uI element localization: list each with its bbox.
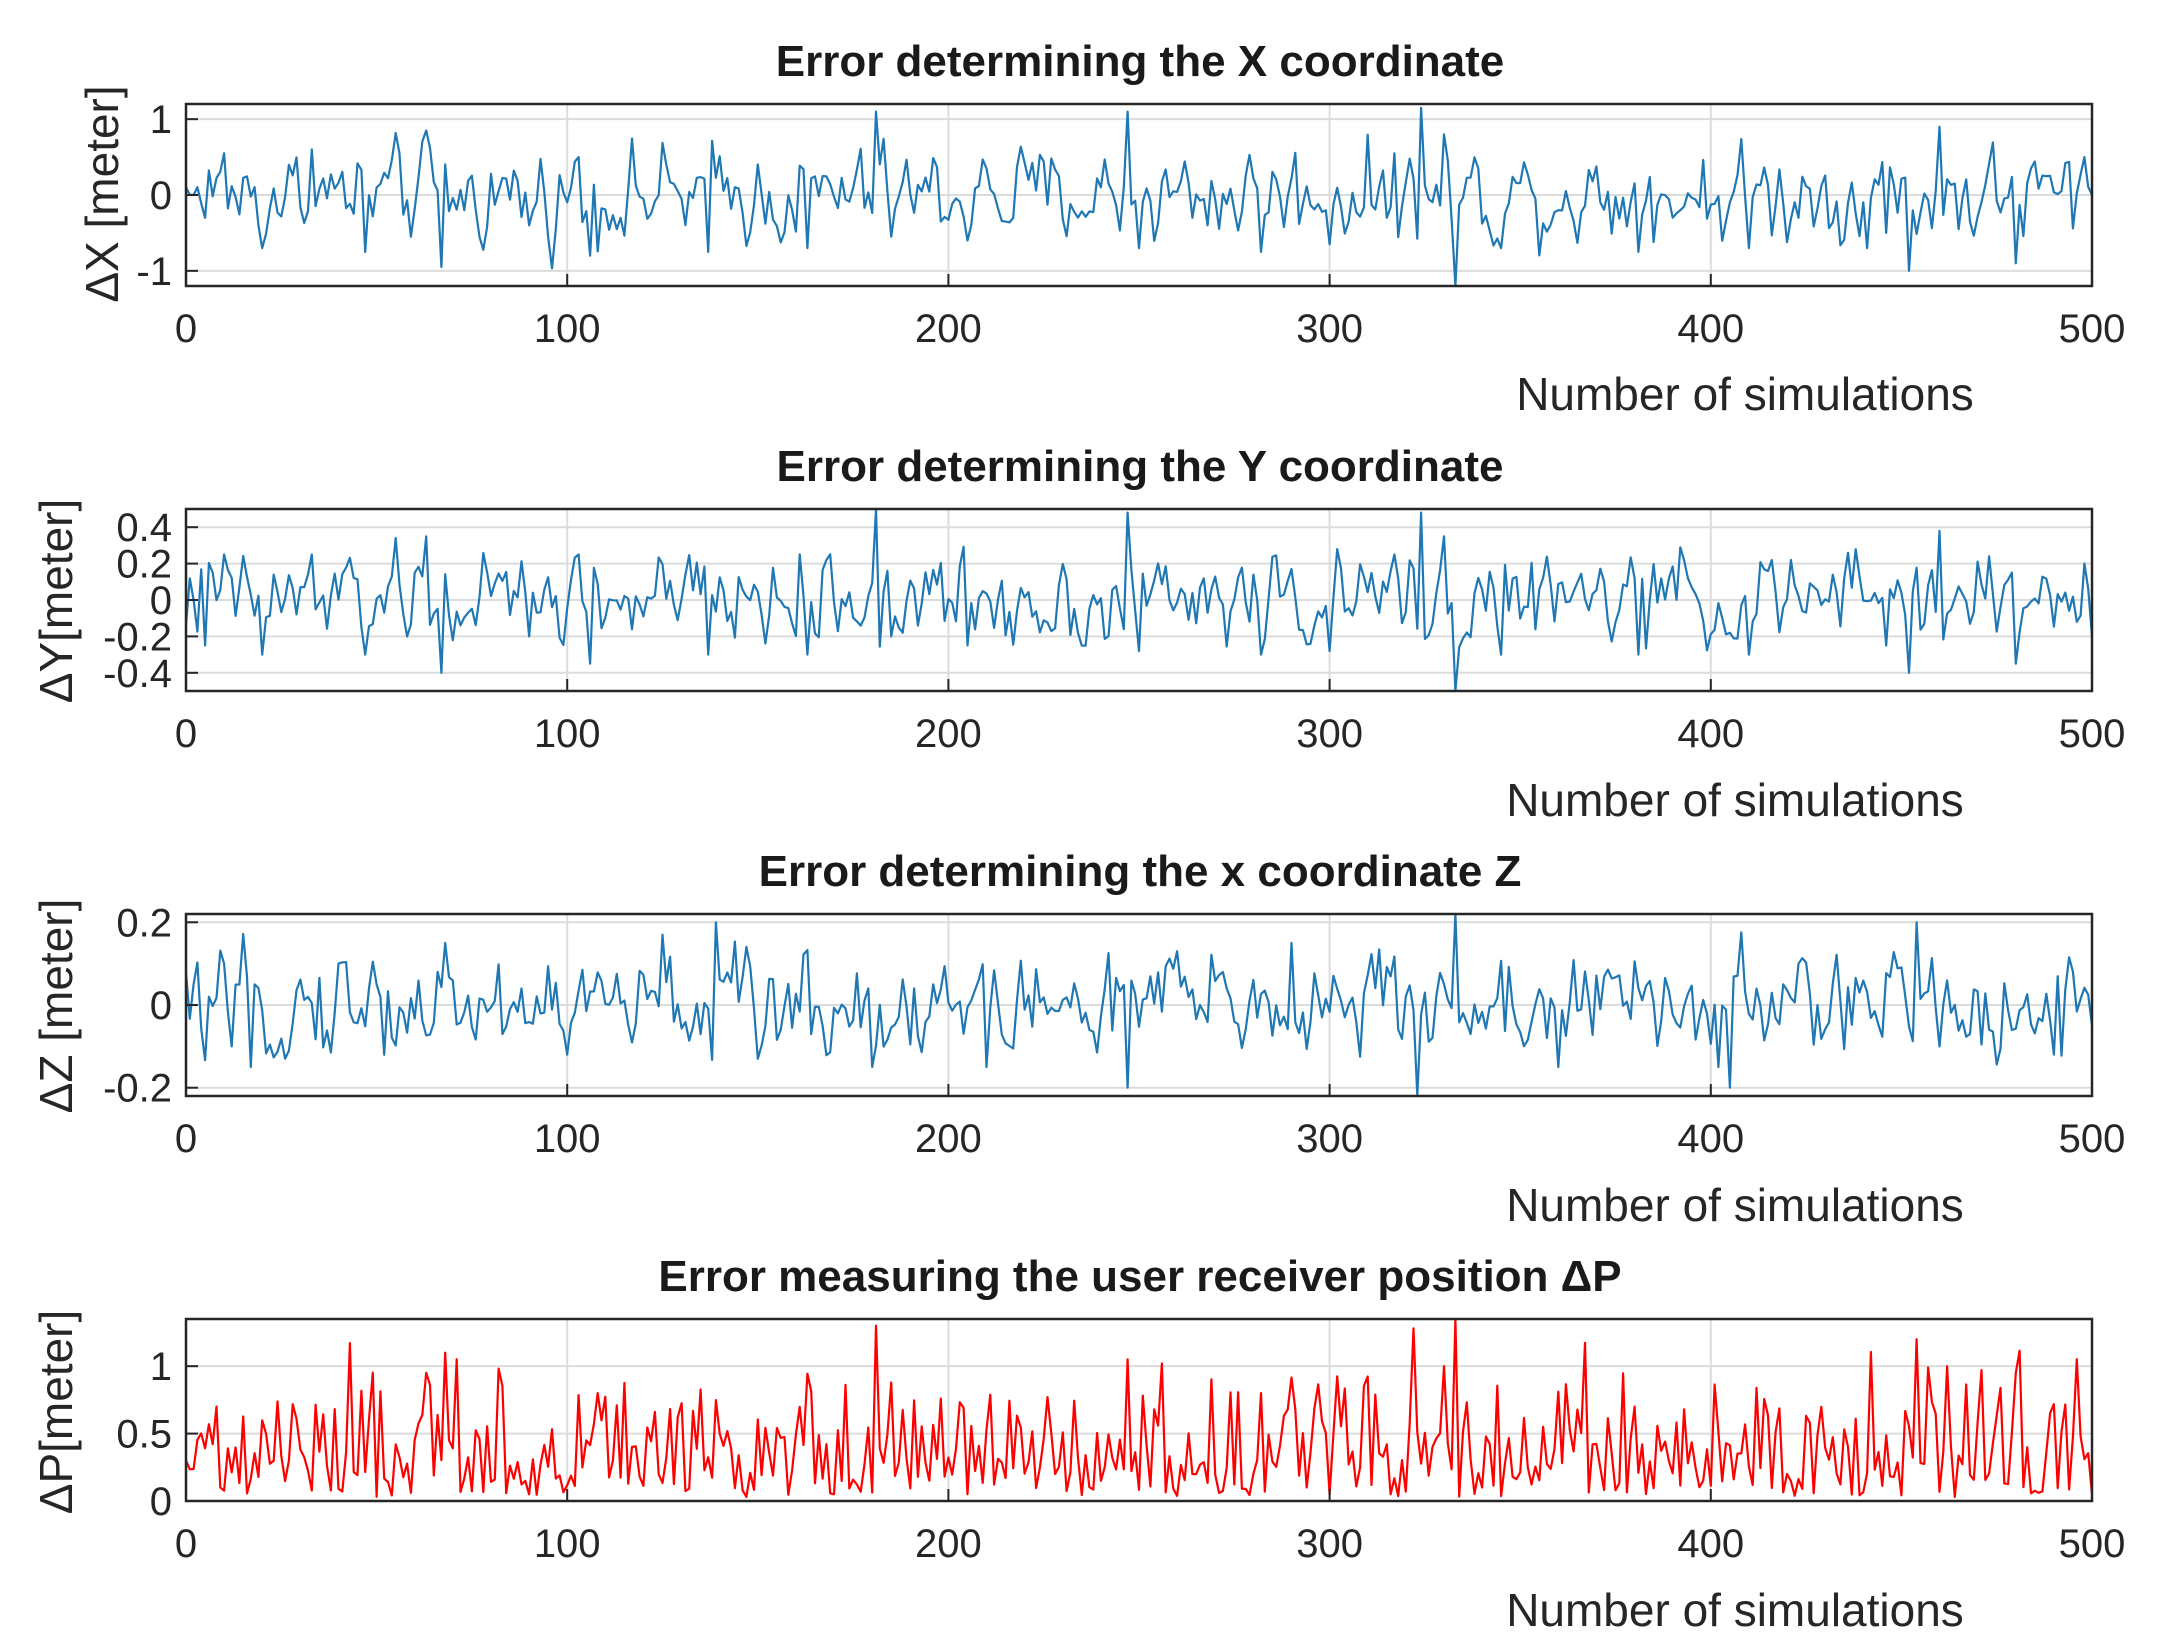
y-tick-label: -0.2 — [103, 1067, 172, 1111]
x-tick-label: 500 — [2059, 307, 2126, 351]
x-axis-label: Number of simulations — [1506, 1584, 1964, 1636]
x-axis-label: Number of simulations — [1516, 368, 1974, 420]
y-tick-label: 0.4 — [116, 506, 172, 550]
y-tick-label: 0 — [150, 1480, 172, 1524]
y-tick-label: 0.2 — [116, 901, 172, 945]
x-tick-label: 300 — [1296, 1522, 1363, 1566]
x-tick-label: 400 — [1677, 1522, 1744, 1566]
series-line-ΔX — [185, 106, 2093, 288]
x-tick-label: 500 — [2059, 712, 2126, 756]
x-tick-label: 500 — [2059, 1522, 2126, 1566]
y-tick-label: -1 — [136, 250, 172, 294]
y-axis-label: ΔZ [meter] — [30, 899, 82, 1114]
x-tick-label: 300 — [1296, 307, 1363, 351]
y-axis-label: ΔY[meter] — [30, 499, 82, 704]
x-tick-label: 0 — [175, 1522, 197, 1566]
y-tick-label: 0.5 — [116, 1413, 172, 1457]
subplot-title: Error determining the x coordinate Z — [759, 847, 1522, 896]
x-tick-label: 100 — [534, 1522, 601, 1566]
y-axis-label: ΔP[meter] — [30, 1310, 82, 1515]
subplot-title: Error determining the X coordinate — [776, 37, 1505, 86]
y-tick-label: 0.2 — [116, 543, 172, 587]
y-tick-label: 0 — [150, 579, 172, 623]
x-tick-label: 400 — [1677, 712, 1744, 756]
x-tick-label: 100 — [534, 712, 601, 756]
series-line-ΔZ — [184, 912, 2094, 1098]
y-tick-label: -0.2 — [103, 615, 172, 659]
x-tick-label: 100 — [534, 1117, 601, 1161]
y-axis-label: ΔX [meter] — [76, 85, 128, 302]
subplot-title: Error determining the Y coordinate — [777, 442, 1504, 491]
y-tick-label: -0.4 — [103, 652, 172, 696]
x-tick-label: 400 — [1677, 1117, 1744, 1161]
subplot-z-error: Error determining the x coordinate Z Num… — [30, 847, 2125, 1231]
x-tick-label: 0 — [175, 712, 197, 756]
subplot-title: Error measuring the user receiver positi… — [658, 1252, 1621, 1301]
x-tick-label: 300 — [1296, 1117, 1363, 1161]
axes-box — [184, 1317, 2094, 1503]
y-tick-label: 0 — [150, 984, 172, 1028]
x-tick-label: 0 — [175, 1117, 197, 1161]
series-line-ΔY — [184, 507, 2094, 693]
x-axis-label: Number of simulations — [1506, 774, 1964, 826]
y-tick-label: 1 — [150, 98, 172, 142]
x-tick-label: 300 — [1296, 712, 1363, 756]
x-tick-label: 200 — [915, 712, 982, 756]
subplot-x-error: Error determining the X coordinate Numbe… — [76, 37, 2125, 420]
subplot-y-error: Error determining the Y coordinate Numbe… — [30, 442, 2125, 826]
x-tick-label: 400 — [1677, 307, 1744, 351]
x-tick-label: 500 — [2059, 1117, 2126, 1161]
x-tick-label: 200 — [915, 1522, 982, 1566]
x-axis-label: Number of simulations — [1506, 1179, 1964, 1231]
series-line-ΔP — [184, 1317, 2094, 1499]
subplot-position-error: Error measuring the user receiver positi… — [30, 1252, 2125, 1636]
y-tick-label: 0 — [150, 174, 172, 218]
x-tick-label: 200 — [915, 307, 982, 351]
x-tick-label: 0 — [175, 307, 197, 351]
y-tick-label: 1 — [150, 1345, 172, 1389]
x-tick-label: 200 — [915, 1117, 982, 1161]
x-tick-label: 100 — [534, 307, 601, 351]
